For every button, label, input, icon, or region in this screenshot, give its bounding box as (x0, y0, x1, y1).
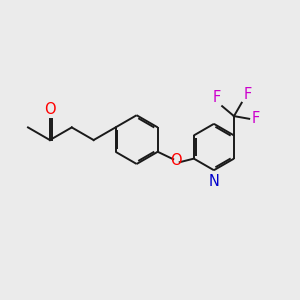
Text: F: F (252, 111, 260, 126)
Text: N: N (208, 174, 219, 189)
Text: O: O (170, 153, 182, 168)
Text: O: O (44, 102, 56, 117)
Text: F: F (212, 90, 221, 105)
Text: F: F (243, 86, 251, 101)
